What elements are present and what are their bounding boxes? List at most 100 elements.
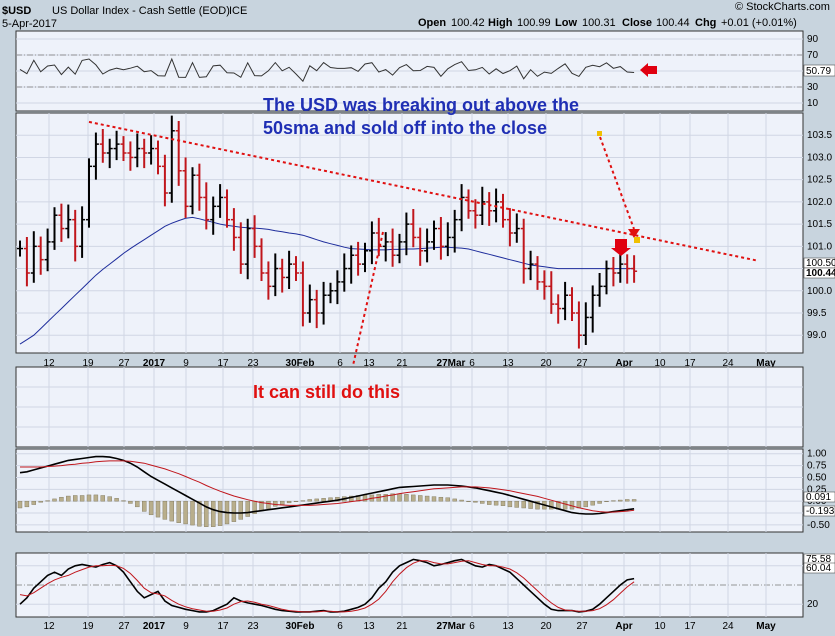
price-date-axis: 12 19 27 2017 9 17 23 30Feb 6 13 21 27Mar 6 13 20 27 Apr…	[43, 358, 776, 369]
macd-hist-bar	[300, 500, 306, 502]
price-bar	[520, 218, 527, 284]
macd-hist-bar	[162, 500, 168, 520]
macd-hist-bar	[176, 500, 181, 523]
macd-hist-bar	[204, 500, 209, 527]
price-bar	[182, 157, 189, 218]
price-bars	[17, 115, 638, 349]
stochastic-date-tick: 27Mar	[437, 621, 466, 632]
rsi-value-box	[803, 64, 835, 77]
price-bar	[65, 204, 72, 239]
rsi-tick-label: 10	[807, 98, 819, 109]
price-bar	[23, 237, 30, 287]
last-price-box-2	[803, 267, 835, 279]
price-bar	[99, 129, 106, 163]
macd-hist-bar	[562, 500, 568, 510]
price-date-tick: 19	[82, 358, 94, 369]
price-bar	[431, 220, 437, 250]
macd-hist-bar	[52, 498, 57, 502]
price-date-tick: 27	[576, 358, 588, 369]
macd-hist-bar	[507, 500, 513, 508]
price-bar	[451, 209, 458, 253]
macd-hist-bar	[238, 500, 244, 520]
price-date-tick: 6	[469, 358, 475, 369]
annotation-blue-line2: 50sma and sold off into the close	[263, 118, 547, 138]
exchange: ICE	[229, 5, 247, 17]
price-bar	[30, 231, 37, 283]
annotation-anchor-end	[634, 237, 640, 243]
macd-tick-label: -0.50	[807, 520, 830, 531]
macd-hist-bar	[466, 500, 471, 502]
price-bar	[624, 254, 631, 284]
price-bar	[527, 250, 534, 281]
macd-hist-bar	[438, 496, 444, 502]
price-tick-label: 101.5	[807, 219, 832, 230]
price-tick-label: 102.0	[807, 197, 832, 208]
price-date-tick: 17	[217, 358, 229, 369]
price-bar	[72, 209, 79, 262]
price-bar	[120, 136, 127, 161]
macd-hist-bar	[72, 495, 78, 502]
sto-value-box-2	[803, 562, 835, 574]
macd-hist-bar	[197, 500, 202, 527]
price-bar	[320, 281, 327, 325]
stochastic-date-tick: 13	[363, 621, 375, 632]
close-label: Close	[622, 17, 652, 29]
price-date-tick: 27Mar	[437, 358, 466, 369]
macd-hist-bar	[135, 500, 140, 508]
symbol: $USD	[2, 5, 31, 17]
price-date-tick: 24	[722, 358, 734, 369]
down-arrow-icon	[611, 239, 631, 256]
macd-hist-bar	[45, 500, 50, 502]
macd-hist-bar	[404, 494, 409, 502]
price-bar	[486, 192, 493, 226]
macd-hist-bar	[590, 500, 595, 506]
price-bar	[348, 245, 355, 284]
price-date-tick: 20	[540, 358, 552, 369]
price-bar	[575, 301, 582, 349]
price-bar	[362, 242, 368, 273]
price-bar	[389, 228, 396, 267]
rsi-panel: 9070503010 50.79	[15, 30, 835, 112]
chg-label: Chg	[695, 17, 716, 29]
macd-hist-bar	[383, 494, 388, 502]
price-bar	[417, 227, 424, 266]
stochastic-date-tick: 6	[337, 621, 343, 632]
price-bar	[293, 256, 299, 281]
rsi-tick-label: 30	[807, 82, 819, 93]
macd-hist-bar	[148, 500, 154, 516]
price-bar	[141, 138, 148, 169]
macd-hist-bar	[514, 500, 519, 508]
price-date-tick: May	[756, 358, 776, 369]
price-bar	[161, 154, 168, 207]
price-bar	[79, 206, 86, 258]
stochastic-date-axis: 12 19 27 2017 9 17 23 30Feb 6 13 21 27Mar 6 13 20 27 Apr…	[43, 621, 776, 632]
annotation-panel: It can still do this	[15, 366, 804, 448]
macd-hist-bar	[217, 500, 223, 526]
price-bar	[548, 271, 555, 314]
price-bar	[258, 238, 265, 281]
macd-panel-frame	[15, 448, 804, 533]
annotation-anchor-start	[597, 131, 602, 136]
chart-header: $USD US Dollar Index - Cash Settle (EOD)…	[2, 1, 830, 30]
price-bar	[368, 221, 375, 265]
macd-hist-bar	[38, 500, 43, 503]
open-value: 100.42	[451, 17, 485, 29]
price-bar	[92, 132, 99, 180]
stochastic-date-tick: 10	[654, 621, 666, 632]
price-bar	[113, 130, 120, 161]
price-tick-label: 100.0	[807, 286, 832, 297]
macd-hist-bar	[280, 500, 285, 505]
macd-hist-bar	[31, 500, 36, 505]
rsi-tick-label: 70	[807, 50, 819, 61]
last-price-1: 100.50	[806, 258, 835, 269]
price-bar	[230, 208, 237, 251]
price-bar	[444, 222, 451, 257]
price-tick-label: 101.0	[807, 241, 832, 252]
macd-hist-bar	[286, 500, 292, 504]
price-bar	[334, 270, 341, 305]
macd-value-box-1	[803, 491, 835, 503]
price-bar	[272, 253, 279, 297]
macd-hist-bar	[121, 500, 126, 502]
stochastic-date-tick: May	[756, 621, 776, 632]
macd-hist-bar	[66, 495, 71, 502]
